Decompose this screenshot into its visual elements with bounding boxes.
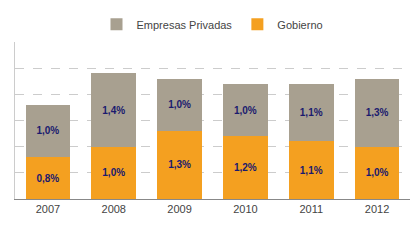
svg-text:1,0%: 1,0% bbox=[102, 167, 125, 178]
svg-text:1,1%: 1,1% bbox=[300, 107, 323, 118]
svg-text:2010: 2010 bbox=[233, 203, 257, 215]
svg-text:Empresas Privadas: Empresas Privadas bbox=[137, 19, 233, 31]
svg-text:1,3%: 1,3% bbox=[366, 107, 389, 118]
svg-text:1,0%: 1,0% bbox=[168, 99, 191, 110]
svg-text:2007: 2007 bbox=[36, 203, 60, 215]
svg-text:2009: 2009 bbox=[167, 203, 191, 215]
svg-text:1,2%: 1,2% bbox=[234, 162, 257, 173]
svg-text:0,8%: 0,8% bbox=[36, 173, 59, 184]
svg-text:1,4%: 1,4% bbox=[102, 105, 125, 116]
svg-text:1,0%: 1,0% bbox=[36, 125, 59, 136]
svg-text:2011: 2011 bbox=[299, 203, 323, 215]
svg-text:1,1%: 1,1% bbox=[300, 165, 323, 176]
svg-text:1,0%: 1,0% bbox=[366, 167, 389, 178]
svg-text:2012: 2012 bbox=[365, 203, 389, 215]
svg-text:Gobierno: Gobierno bbox=[277, 19, 322, 31]
svg-text:2008: 2008 bbox=[102, 203, 126, 215]
svg-text:1,3%: 1,3% bbox=[168, 159, 191, 170]
svg-text:1,0%: 1,0% bbox=[234, 105, 257, 116]
